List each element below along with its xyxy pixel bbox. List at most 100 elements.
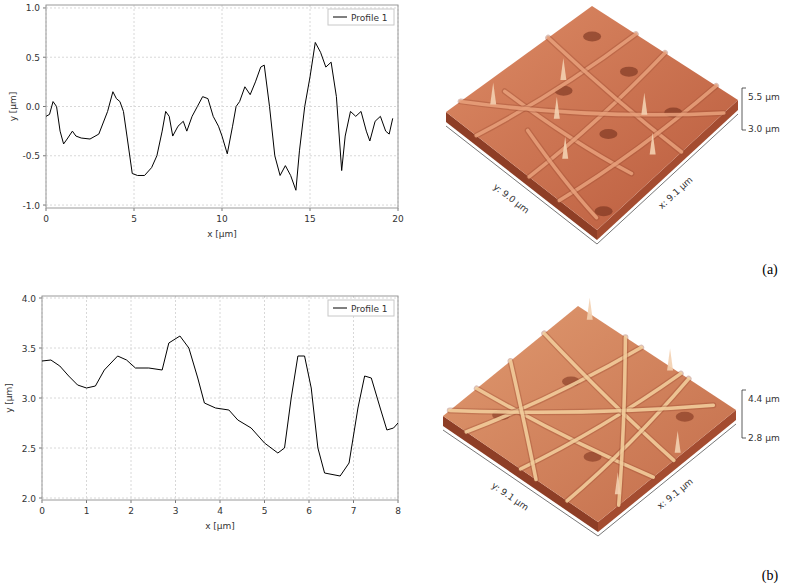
z-scale: [742, 130, 746, 131]
fiber: [476, 34, 636, 135]
grid-line: [42, 398, 398, 399]
tick-label: 2.5: [22, 444, 36, 454]
grid-line: [42, 298, 398, 299]
surface: [446, 6, 738, 230]
tick-label: -1.0: [22, 201, 40, 211]
spike: [562, 137, 568, 159]
legend-label: Profile 1: [351, 304, 388, 314]
grid-line: [46, 155, 398, 156]
grid-line: [46, 205, 398, 206]
legend: Profile 1: [328, 300, 394, 316]
grid-line: [46, 57, 398, 58]
fiber-shadow: [544, 334, 674, 461]
axis-edge: [446, 126, 597, 244]
fiber-shadow: [528, 130, 597, 217]
tick-label: 5: [131, 214, 137, 224]
tick-label: 2.0: [22, 494, 37, 504]
spike: [675, 431, 681, 453]
panel-label: (a): [762, 262, 778, 278]
image-axis-label: y: 9.0 µm: [492, 182, 531, 216]
tick-label: 3.0: [22, 394, 37, 404]
tick-label: 0: [43, 214, 49, 224]
legend-box: [328, 300, 394, 316]
grid-line: [46, 106, 398, 107]
fiber-shadow: [476, 34, 636, 135]
fiber: [548, 38, 681, 152]
afm-image: y: 9.0 µm x: 9.1 µm 5.5 µm 3.0 µm: [446, 6, 780, 244]
plot-frame: [42, 296, 398, 500]
y-axis-label: y [µm]: [8, 92, 18, 122]
grid-line: [46, 7, 398, 8]
tick-label: 1.0: [26, 3, 41, 13]
profile-line: [42, 336, 398, 476]
spike: [554, 97, 560, 119]
tick-label: 1: [84, 506, 90, 516]
legend-label: Profile 1: [351, 13, 388, 23]
legend-swatch: [333, 308, 347, 309]
tick-label: 0.5: [26, 53, 40, 63]
data-group: [42, 336, 398, 476]
grid-line: [309, 296, 310, 500]
spike: [490, 82, 496, 104]
z-label: 5.5 µm: [748, 92, 780, 102]
legend: Profile 1: [328, 9, 394, 25]
grid-line: [353, 296, 354, 500]
x-axis-label: x [µm]: [205, 521, 235, 531]
grid-line: [42, 498, 398, 499]
tick-label: 5: [262, 506, 268, 516]
fiber-shadow: [450, 405, 714, 412]
tick-label: 7: [351, 506, 357, 516]
tick-label: 4: [217, 506, 223, 516]
tick-label: 6: [306, 506, 312, 516]
spike: [650, 132, 656, 154]
z-scale: [742, 438, 746, 439]
fiber: [619, 337, 626, 505]
z-scale: [742, 390, 743, 438]
z-scale: [742, 390, 746, 391]
fiber: [528, 130, 597, 217]
fiber-shadow: [548, 38, 681, 152]
fiber: [567, 379, 689, 501]
surface: [443, 306, 736, 522]
tick-label: -0.5: [22, 151, 40, 161]
z-scale: [742, 88, 746, 89]
x-axis-label: x [µm]: [207, 229, 237, 239]
fiber: [450, 405, 714, 412]
panel-label: (b): [762, 568, 779, 584]
line-chart: 0123456782.02.53.03.54.0x [µm]y [µm]Prof…: [4, 294, 401, 532]
plot-area: [42, 296, 398, 500]
grid-line: [42, 448, 398, 449]
legend-swatch: [333, 17, 347, 18]
spike: [615, 472, 621, 494]
spike: [560, 58, 566, 80]
fiber: [511, 361, 537, 480]
z-label: 4.4 µm: [748, 394, 780, 404]
z-scale: [742, 88, 743, 130]
fiber: [544, 334, 674, 461]
spike: [641, 93, 647, 115]
fiber-shadow: [619, 337, 626, 505]
grid-line: [264, 296, 265, 500]
legend-box: [328, 9, 394, 25]
fiber-shadow: [567, 379, 689, 501]
tick-label: 3.5: [22, 344, 36, 354]
spike: [667, 349, 673, 371]
image-axis-label: x: 9.1 µm: [656, 175, 694, 211]
image-axis-label: y: 9.1 µm: [490, 480, 531, 512]
fiber: [461, 101, 724, 114]
tick-label: 8: [395, 506, 401, 516]
line-chart: 05101520-1.0-0.50.00.51.0x [µm]y [µm]Pro…: [8, 3, 404, 239]
pore: [676, 412, 694, 422]
pore: [620, 67, 638, 77]
spike: [587, 298, 593, 320]
fiber-shadow: [461, 101, 724, 114]
pore: [599, 129, 617, 139]
plot-area: [46, 5, 398, 208]
axis-edge: [598, 424, 736, 536]
tick-label: 3: [173, 506, 179, 516]
axis-edge: [597, 114, 738, 244]
fiber-shadow: [511, 361, 537, 480]
z-label: 3.0 µm: [748, 124, 780, 134]
plot-frame: [46, 5, 398, 208]
y-axis-label: y [µm]: [4, 383, 14, 413]
